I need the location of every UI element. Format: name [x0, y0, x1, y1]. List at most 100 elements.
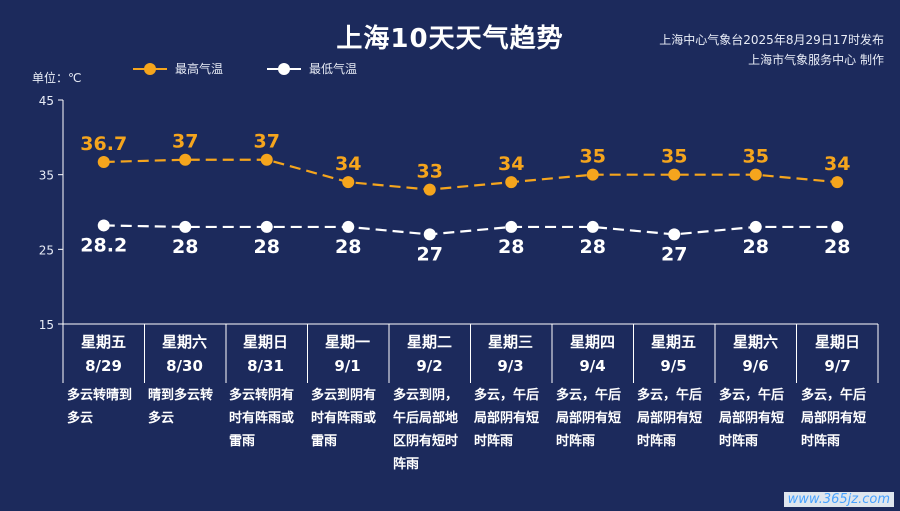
weather-desc-5: 多云到阴，午后局部地区阴有短时阵雨 [393, 388, 459, 472]
legend-high-label: 最高气温 [175, 62, 224, 76]
source-line-maker: 上海市气象服务中心 制作 [748, 53, 884, 67]
day-column-1: 星期五 8/29 [63, 330, 144, 378]
date-label: 9/1 [334, 357, 361, 375]
high-temp-point [586, 168, 599, 181]
high-temp-label: 36.7 [80, 133, 127, 155]
date-label: 8/31 [247, 357, 284, 375]
weekday-label: 星期四 [569, 333, 615, 351]
weather-desc-1: 多云转晴到多云 [67, 388, 133, 426]
weekday-label: 星期日 [814, 333, 860, 351]
low-temp-label: 28 [254, 236, 280, 258]
low-temp-label: 27 [661, 243, 687, 265]
high-temp-point [668, 168, 681, 181]
high-temp-label: 34 [498, 153, 524, 175]
low-temp-point [260, 220, 273, 233]
high-temp-point [179, 153, 192, 166]
weekday-label: 星期五 [80, 333, 126, 351]
weekday-label: 星期日 [242, 333, 288, 351]
weekday-label: 星期六 [161, 333, 207, 351]
date-label: 9/2 [416, 357, 443, 375]
low-temp-label: 28 [335, 236, 361, 258]
high-temp-point [97, 155, 110, 168]
day-column-7: 星期四 9/4 [552, 330, 633, 378]
low-temp-point [586, 220, 599, 233]
high-temp-label: 35 [743, 146, 769, 168]
day-column-3: 星期日 8/31 [225, 330, 306, 378]
series-line-low [103, 224, 838, 236]
low-temp-point [831, 220, 844, 233]
high-temp-label: 37 [172, 131, 198, 153]
legend-low-label: 最低气温 [309, 62, 358, 76]
low-temp-point [668, 228, 681, 241]
low-temp-point [179, 220, 192, 233]
date-label: 9/6 [742, 357, 769, 375]
date-label: 8/30 [166, 357, 203, 375]
day-column-8: 星期五 9/5 [633, 330, 714, 378]
low-temp-label: 28 [743, 236, 769, 258]
weather-desc-7: 多云，午后局部阴有短时阵雨 [556, 388, 622, 449]
high-temp-label: 35 [580, 146, 606, 168]
weekday-label: 星期三 [487, 333, 533, 351]
day-column-5: 星期二 9/2 [389, 330, 470, 378]
low-temp-label: 27 [417, 243, 443, 265]
weather-desc-8: 多云，午后局部阴有短时阵雨 [637, 388, 703, 449]
low-temp-point [97, 219, 110, 232]
legend-high-swatch [133, 62, 167, 76]
low-temp-label: 28 [824, 236, 850, 258]
date-label: 8/29 [85, 357, 122, 375]
weekday-label: 星期五 [650, 333, 696, 351]
high-temp-label: 37 [254, 131, 280, 153]
y-tick-label: 45 [39, 94, 54, 108]
high-temp-point [260, 153, 273, 166]
y-tick-label: 25 [39, 243, 54, 257]
source-info: 上海中心气象台2025年8月29日17时发布 上海市气象服务中心 制作 [659, 30, 884, 70]
weekday-label: 星期一 [324, 333, 370, 351]
day-column-10: 星期日 9/7 [797, 330, 878, 378]
low-temp-label: 28.2 [80, 234, 127, 256]
low-temp-point [749, 220, 762, 233]
high-temp-point [749, 168, 762, 181]
low-temp-point [423, 228, 436, 241]
low-temp-point [342, 220, 355, 233]
weather-desc-9: 多云，午后局部阴有短时阵雨 [719, 388, 785, 449]
high-temp-point [342, 176, 355, 189]
unit-label: 单位：℃ [32, 71, 82, 85]
y-tick-label: 35 [39, 169, 54, 183]
date-label: 9/4 [579, 357, 606, 375]
weather-desc-4: 多云到阴有时有阵雨或雷雨 [311, 388, 377, 449]
date-label: 9/7 [824, 357, 851, 375]
weather-desc-10: 多云，午后局部阴有短时阵雨 [801, 388, 867, 449]
legend-high: 最高气温 [133, 60, 223, 77]
day-column-4: 星期一 9/1 [307, 330, 388, 378]
low-temp-label: 28 [172, 236, 198, 258]
low-temp-label: 28 [498, 236, 524, 258]
high-temp-point [423, 183, 436, 196]
legend-low: 最低气温 [267, 60, 357, 77]
series-line-high [103, 158, 838, 191]
high-temp-label: 35 [661, 146, 687, 168]
day-column-6: 星期三 9/3 [470, 330, 551, 378]
weekday-label: 星期二 [406, 333, 452, 351]
weather-desc-2: 晴到多云转多云 [148, 388, 214, 426]
y-tick-label: 15 [39, 318, 54, 332]
source-line-publisher: 上海中心气象台2025年8月29日17时发布 [659, 33, 884, 47]
low-temp-point [505, 220, 518, 233]
low-temp-label: 28 [580, 236, 606, 258]
high-temp-label: 33 [417, 161, 443, 183]
high-temp-point [505, 176, 518, 189]
day-column-9: 星期六 9/6 [715, 330, 796, 378]
high-temp-label: 34 [824, 153, 850, 175]
day-column-2: 星期六 8/30 [144, 330, 225, 378]
date-label: 9/5 [660, 357, 687, 375]
weather-desc-3: 多云转阴有时有阵雨或雷雨 [229, 388, 295, 449]
weather-desc-6: 多云，午后局部阴有短时阵雨 [474, 388, 540, 449]
high-temp-label: 34 [335, 153, 361, 175]
high-temp-point [831, 176, 844, 189]
watermark: www.365jz.com [783, 492, 894, 507]
date-label: 9/3 [497, 357, 524, 375]
legend-low-swatch [267, 62, 301, 76]
weekday-label: 星期六 [732, 333, 778, 351]
page-title: 上海10天天气趋势 [336, 24, 564, 54]
